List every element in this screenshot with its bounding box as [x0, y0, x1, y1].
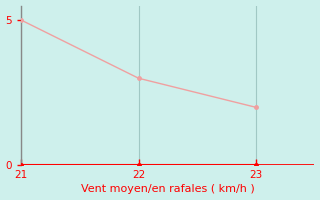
X-axis label: Vent moyen/en rafales ( km/h ): Vent moyen/en rafales ( km/h ) [81, 184, 255, 194]
